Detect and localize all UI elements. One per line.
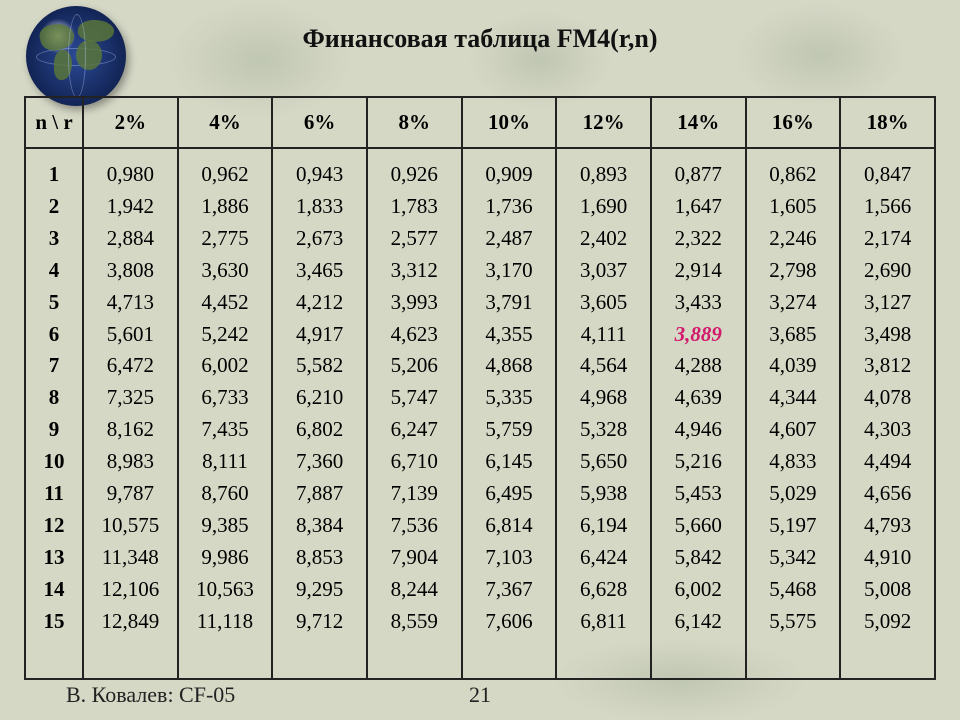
header-rate: 6% — [272, 97, 367, 148]
data-column: 0,9261,7832,5773,3123,9934,6235,2065,747… — [367, 148, 462, 679]
header-rate: 8% — [367, 97, 462, 148]
header-rate: 4% — [178, 97, 273, 148]
data-column: 0,8931,6902,4023,0373,6054,1114,5644,968… — [556, 148, 651, 679]
page-number: 21 — [469, 682, 491, 708]
data-column: 0,8471,5662,1742,6903,1273,4983,8124,078… — [840, 148, 935, 679]
highlighted-value: 3,889 — [654, 319, 743, 351]
header-rate: 16% — [746, 97, 841, 148]
header-rate: 10% — [462, 97, 557, 148]
header-rate: 2% — [83, 97, 178, 148]
page-title: Финансовая таблица FM4(r,n) — [0, 24, 960, 54]
globe-icon — [26, 6, 126, 106]
header-rate: 14% — [651, 97, 746, 148]
n-column: 123456789101112131415 — [25, 148, 83, 679]
data-column: 0,9431,8332,6733,4654,2124,9175,5826,210… — [272, 148, 367, 679]
data-column: 0,9801,9422,8843,8084,7135,6016,4727,325… — [83, 148, 178, 679]
header-rate: 18% — [840, 97, 935, 148]
header-rate: 12% — [556, 97, 651, 148]
header-n: n \ r — [25, 97, 83, 148]
footer-author: В. Ковалев: CF-05 — [66, 682, 235, 708]
fm4-table: n \ r2%4%6%8%10%12%14%16%18% 12345678910… — [24, 96, 936, 680]
data-column: 0,9621,8862,7753,6304,4525,2426,0026,733… — [178, 148, 273, 679]
data-column: 0,8621,6052,2462,7983,2743,6854,0394,344… — [746, 148, 841, 679]
data-column: 0,8771,6472,3222,9143,4333,8894,2884,639… — [651, 148, 746, 679]
data-column: 0,9091,7362,4873,1703,7914,3554,8685,335… — [462, 148, 557, 679]
